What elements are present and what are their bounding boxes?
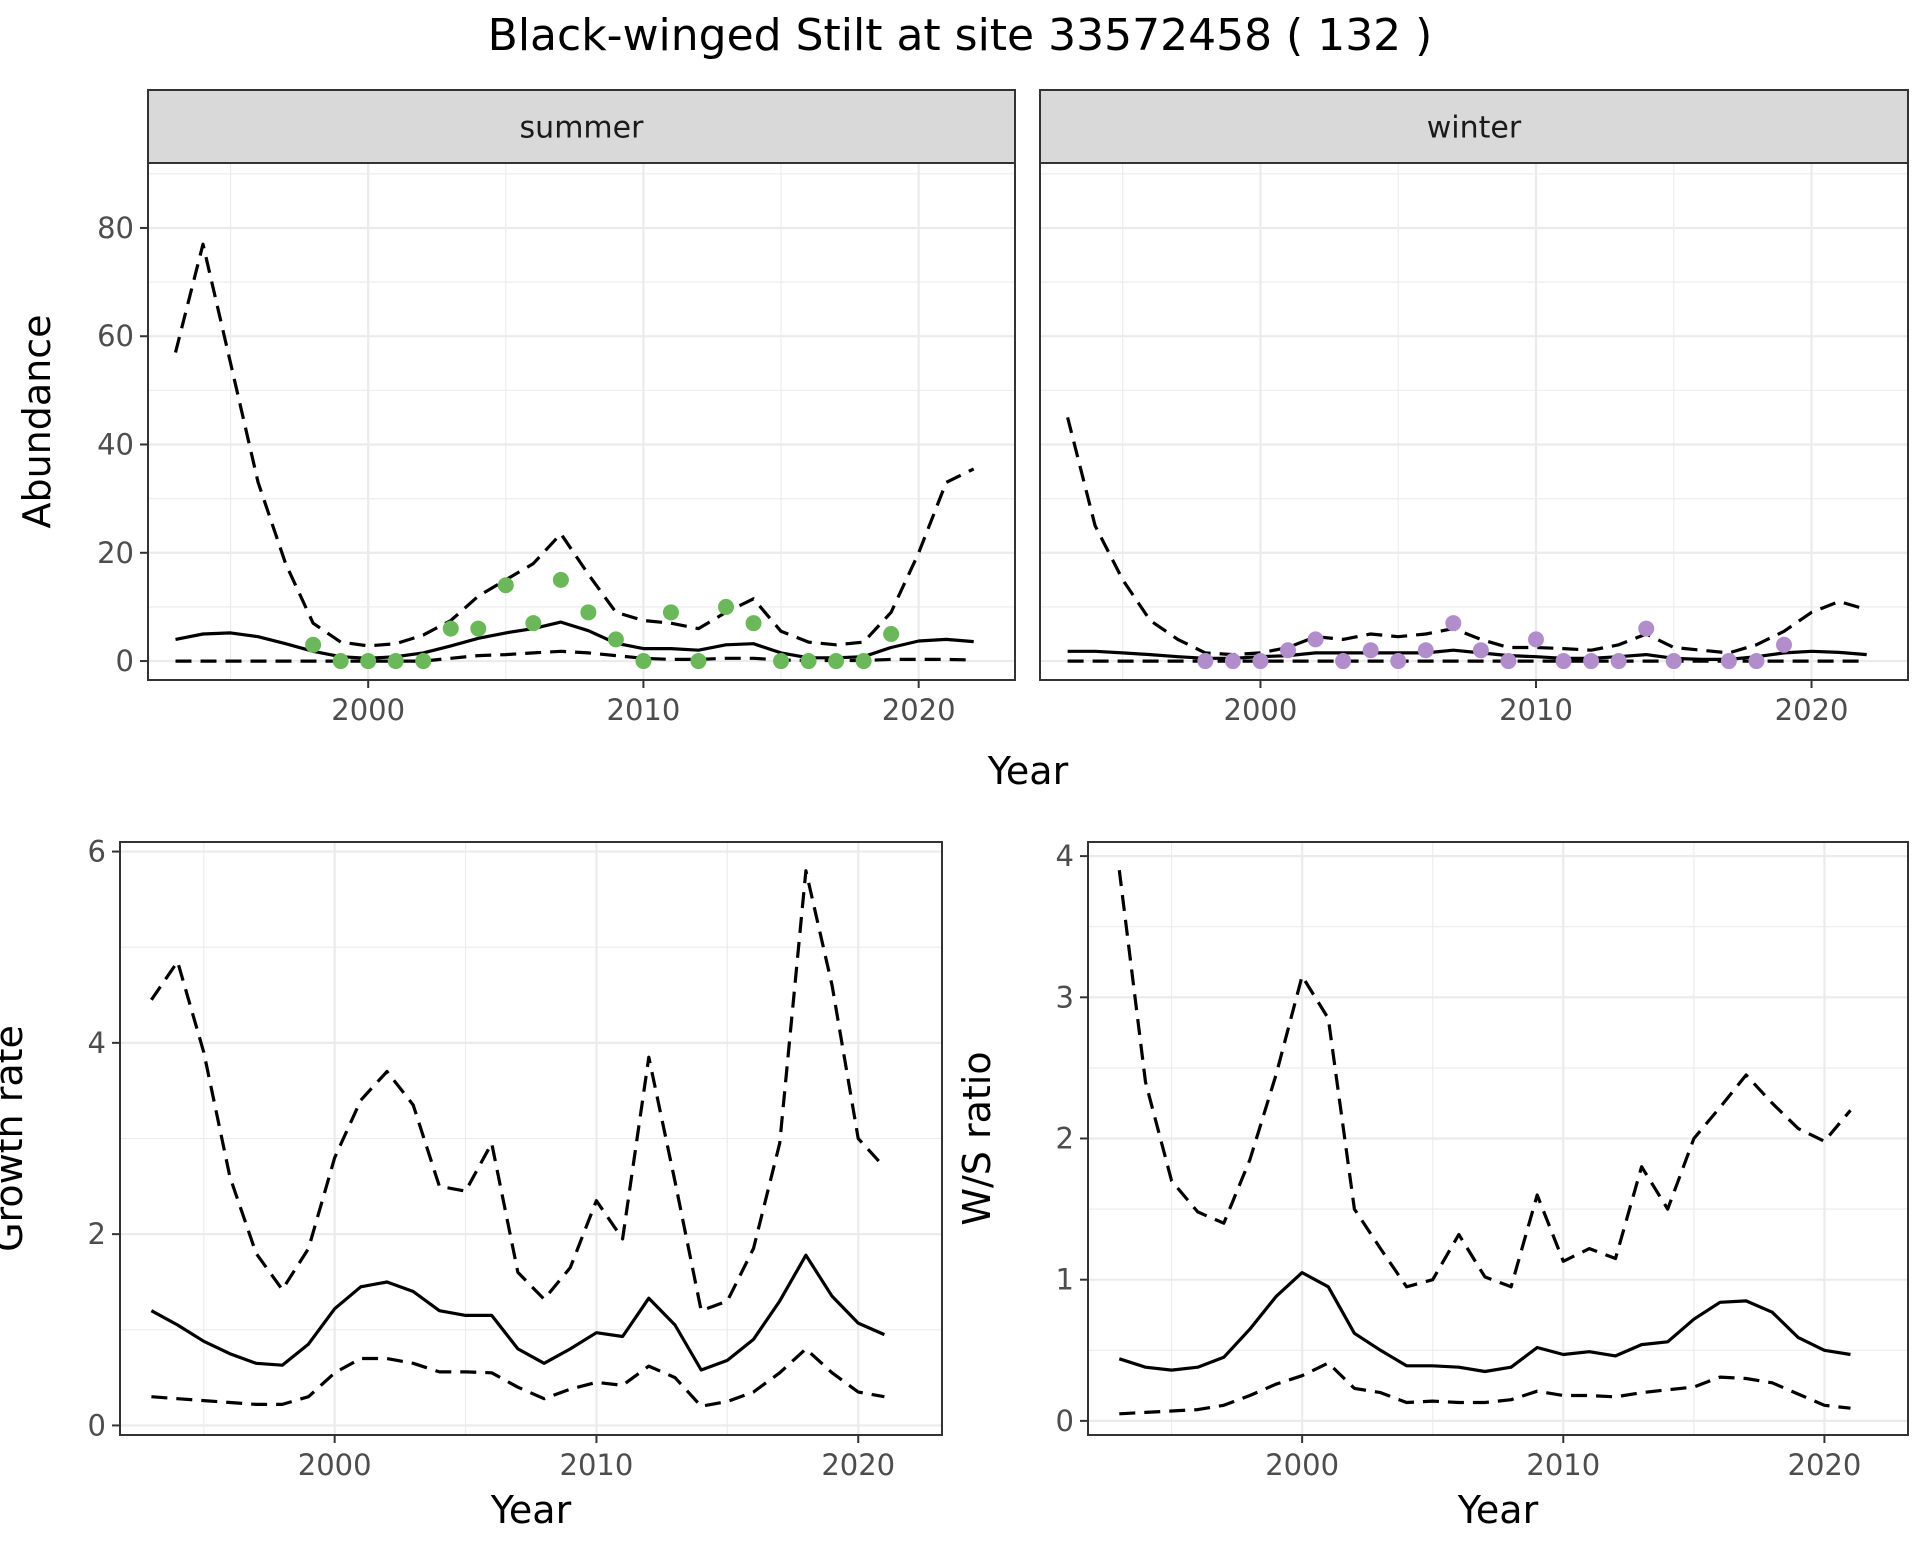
- summer-observed-point: [828, 653, 845, 670]
- abundance-x-axis-title: Year: [987, 749, 1069, 793]
- winter-observed-point: [1748, 653, 1765, 670]
- summer-y-tick-label: 20: [97, 536, 134, 570]
- winter-observed-point: [1390, 653, 1407, 670]
- summer-y-tick-label: 60: [97, 319, 134, 353]
- winter-observed-point: [1417, 642, 1434, 659]
- summer-x-tick-label: 2020: [882, 693, 956, 727]
- winter-upper-line: [1066, 417, 1868, 657]
- winter-observed-point: [1197, 653, 1214, 670]
- summer-y-tick-label: 0: [116, 644, 134, 678]
- summer-facet-label: summer: [520, 111, 645, 146]
- ratio-lower-line: [1119, 1361, 1851, 1416]
- growth-y-tick-label: 0: [88, 1408, 106, 1442]
- winter-observed-point: [1362, 642, 1379, 659]
- summer-observed-point: [305, 636, 322, 653]
- winter-observed-point: [1776, 636, 1792, 653]
- summer-observed-point: [690, 653, 707, 670]
- winter-facet-label: winter: [1427, 111, 1522, 146]
- growth-x-tick-label: 2020: [821, 1448, 895, 1482]
- winter-x-tick-label: 2000: [1224, 693, 1298, 727]
- summer-observed-point: [442, 620, 459, 637]
- growth-y-tick-label: 6: [88, 835, 106, 869]
- growth-y-tick-label: 2: [88, 1217, 106, 1251]
- winter-x-tick-label: 2020: [1775, 693, 1849, 727]
- ratio-upper-line: [1117, 870, 1852, 1289]
- ratio-y-axis-title: W/S ratio: [955, 1051, 999, 1225]
- summer-observed-point: [387, 653, 404, 670]
- summer-observed-point: [497, 577, 514, 594]
- ratio-y-tick-label: 0: [1056, 1404, 1074, 1438]
- summer-observed-point: [580, 604, 597, 621]
- summer-observed-point: [773, 653, 790, 670]
- winter-observed-point: [1720, 653, 1737, 670]
- ratio-x-tick-label: 2000: [1265, 1448, 1339, 1482]
- winter-facet-strip: [1039, 89, 1909, 164]
- winter-observed-point: [1610, 653, 1627, 670]
- winter-observed-point: [1472, 642, 1489, 659]
- summer-x-tick-label: 2000: [331, 693, 405, 727]
- growth-y-tick-label: 4: [88, 1026, 106, 1060]
- summer-x-tick-label: 2010: [607, 693, 681, 727]
- growth-x-axis-title: Year: [490, 1488, 572, 1532]
- summer-observed-point: [607, 631, 624, 648]
- growth-panel-border: [119, 841, 943, 1436]
- ratio-x-axis-title: Year: [1457, 1488, 1539, 1532]
- growth-lower-line: [151, 1347, 885, 1408]
- winter-observed-point: [1307, 631, 1324, 648]
- summer-observed-point: [470, 620, 487, 637]
- ratio-mean-line: [1118, 1270, 1851, 1374]
- growth-mean-line: [150, 1253, 886, 1372]
- ratio-x-tick-label: 2010: [1526, 1448, 1600, 1482]
- summer-observed-point: [635, 653, 652, 670]
- summer-observed-point: [800, 653, 817, 670]
- growth-upper-line: [150, 869, 886, 1313]
- growth-x-tick-label: 2010: [560, 1448, 634, 1482]
- ratio-y-tick-label: 3: [1056, 980, 1074, 1014]
- winter-observed-point: [1528, 631, 1544, 648]
- summer-facet-strip: [147, 89, 1016, 164]
- chart-title: Black-winged Stilt at site 33572458 ( 13…: [488, 10, 1433, 61]
- growth-x-tick-label: 2000: [298, 1448, 372, 1482]
- winter-observed-point: [1224, 653, 1241, 670]
- growth-y-axis-title: Growth rate: [0, 1025, 31, 1252]
- ratio-y-tick-label: 4: [1056, 839, 1074, 873]
- summer-observed-point: [855, 653, 872, 670]
- ratio-y-tick-label: 2: [1056, 1122, 1074, 1156]
- summer-observed-point: [332, 653, 349, 670]
- winter-x-tick-label: 2010: [1499, 693, 1573, 727]
- summer-y-tick-label: 40: [97, 428, 134, 462]
- ratio-x-tick-label: 2020: [1788, 1448, 1862, 1482]
- summer-y-axis-title: Abundance: [15, 314, 59, 528]
- summer-observed-point: [718, 598, 734, 615]
- summer-observed-point: [415, 653, 432, 670]
- winter-observed-point: [1252, 653, 1269, 670]
- winter-observed-point: [1280, 642, 1296, 659]
- winter-observed-point: [1445, 615, 1462, 632]
- winter-observed-point: [1335, 653, 1352, 670]
- winter-observed-point: [1555, 653, 1572, 670]
- summer-observed-point: [552, 571, 569, 588]
- winter-observed-point: [1583, 653, 1600, 670]
- winter-observed-point: [1665, 653, 1682, 670]
- ratio-y-tick-label: 1: [1056, 1263, 1074, 1297]
- summer-observed-point: [883, 625, 900, 642]
- summer-observed-point: [662, 604, 679, 621]
- summer-observed-point: [745, 615, 762, 632]
- summer-observed-point: [360, 653, 377, 670]
- summer-observed-point: [525, 615, 542, 632]
- winter-observed-point: [1500, 653, 1517, 670]
- winter-observed-point: [1638, 620, 1655, 637]
- summer-y-tick-label: 80: [97, 211, 134, 245]
